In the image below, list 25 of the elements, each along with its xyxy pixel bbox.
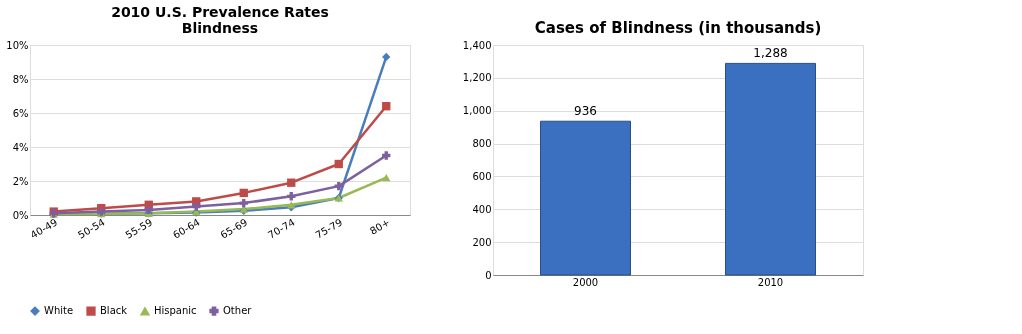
y-tick-label: 4% (12, 141, 29, 153)
y-tick-label: 10% (6, 39, 29, 51)
y-tick-label: 200 (472, 236, 492, 248)
data-label: 1,288 (753, 46, 788, 61)
chart-title: Cases of Blindness (in thousands) (534, 19, 822, 37)
y-tick-label: 1,000 (462, 105, 492, 117)
x-tick-label: 2000 (572, 276, 599, 288)
legend-label: Black (100, 305, 128, 317)
y-tick-label: 600 (472, 170, 492, 182)
legend-label: Hispanic (154, 305, 197, 317)
data-label: 936 (574, 104, 597, 119)
y-tick-label: 0 (485, 269, 492, 281)
y-tick-label: 0% (12, 209, 29, 221)
x-tick-label: 80+ (367, 216, 392, 237)
y-tick-label: 6% (12, 107, 29, 119)
y-tick-label: 400 (472, 203, 492, 215)
y-tick-label: 800 (472, 138, 492, 150)
legend-label: Other (223, 305, 253, 317)
y-tick-label: 8% (12, 73, 29, 85)
x-tick-label: 2010 (757, 276, 784, 288)
y-tick-label: 1,200 (462, 72, 492, 84)
y-tick-label: 2% (12, 175, 29, 187)
legend-label: White (44, 305, 74, 317)
chart-title: 2010 U.S. Prevalence Rates Blindness (111, 4, 329, 36)
y-tick-label: 1,400 (462, 39, 492, 51)
